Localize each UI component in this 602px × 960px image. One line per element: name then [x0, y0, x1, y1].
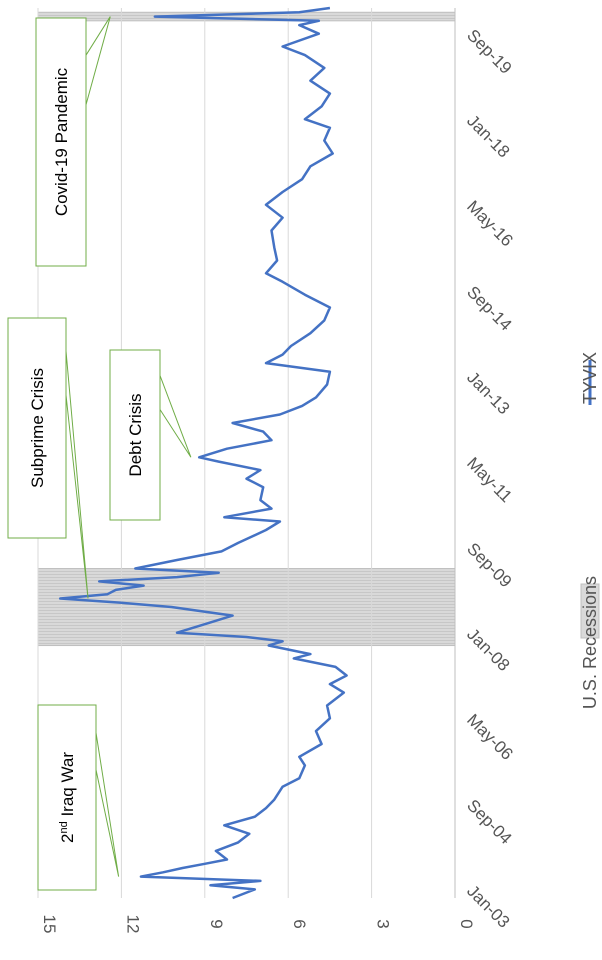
y-tick-label: 3: [374, 919, 393, 928]
y-tick-labels: 0 3 6 9 12 15: [40, 915, 476, 934]
series-line-tyvix: [58, 6, 348, 900]
annotation-text-debt: Debt Crisis: [126, 393, 145, 476]
annotation-pointer: [65, 350, 89, 599]
annotation-text-subprime: Subprime Crisis: [28, 368, 47, 488]
legend-label-tyvix: TYVIX: [580, 352, 600, 404]
annotation-box-iraq: [37, 704, 97, 891]
x-tick-label: Sep-09: [463, 539, 515, 591]
x-tick-label: May-11: [463, 454, 516, 507]
series-layer: [58, 6, 348, 900]
recession-hatch: [38, 571, 455, 644]
x-tick-label: Jan-18: [463, 111, 513, 161]
y-tick-label: 6: [290, 919, 309, 928]
annotations: 2nd Iraq War Subprime Crisis Debt Crisis Co…: [7, 16, 192, 891]
annotation-text-part: Iraq War: [58, 752, 77, 822]
x-tick-label: Sep-19: [463, 26, 515, 78]
x-tick-label: May-16: [463, 197, 517, 251]
annotation-text-part: 2: [58, 834, 77, 843]
y-tick-label: 12: [123, 915, 142, 934]
annotation-box-covid: [35, 17, 87, 267]
annotation-box-subprime: [7, 317, 67, 539]
annotation-text-iraq: 2nd Iraq War: [58, 752, 77, 843]
y-tick-label: 0: [457, 919, 476, 928]
annotation-pointer: [95, 732, 120, 877]
legend-label-recessions: U.S. Recessions: [580, 576, 600, 709]
recession-bands: [37, 11, 456, 647]
x-tick-label: May-06: [463, 710, 517, 764]
x-tick-label: Jan-13: [463, 368, 513, 418]
x-tick-label: Sep-14: [463, 282, 515, 334]
x-tick-labels: Jan-03Sep-04May-06Jan-08Sep-09May-11Jan-…: [463, 26, 517, 932]
annotation-text-covid: Covid-19 Pandemic: [52, 67, 71, 216]
annotation-box-debt: [109, 349, 161, 521]
annotation-text-sup: nd: [58, 821, 70, 833]
annotation-pointer: [85, 16, 111, 105]
x-tick-label: Jan-08: [463, 625, 513, 675]
y-tick-label: 15: [40, 915, 59, 934]
legend: U.S. Recessions TYVIX: [580, 352, 600, 709]
legend-swatch-recessions: [580, 583, 600, 639]
x-tick-label: Sep-04: [463, 796, 515, 848]
annotation-pointer: [159, 375, 192, 458]
y-tick-label: 9: [207, 919, 226, 928]
